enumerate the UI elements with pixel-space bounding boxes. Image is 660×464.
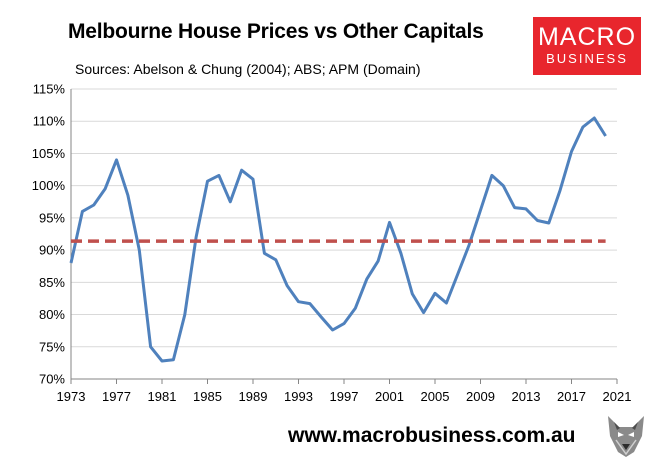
- x-tick-label: 2017: [557, 389, 586, 404]
- axes: [70, 89, 618, 384]
- y-tick-label: 90%: [39, 243, 65, 258]
- chart-title: Melbourne House Prices vs Other Capitals: [68, 20, 484, 43]
- x-tick-label: 2021: [603, 389, 632, 404]
- y-tick-label: 70%: [39, 372, 65, 387]
- y-tick-label: 105%: [32, 146, 66, 161]
- x-axis-ticks: 1973 1977 1981 1985 1989 1993 1997 2001 2005 2009…: [57, 389, 632, 404]
- x-tick-label: 1989: [239, 389, 268, 404]
- y-tick-label: 110%: [33, 114, 66, 129]
- series-group: [69, 116, 607, 363]
- x-tick-label: 1985: [193, 389, 222, 404]
- logo-line2: BUSINESS: [546, 51, 628, 66]
- x-tick-label: 2013: [512, 389, 541, 404]
- x-tick-label: 2005: [421, 389, 450, 404]
- y-tick-label: 95%: [39, 210, 65, 225]
- macro-business-logo: MACRO BUSINESS: [533, 17, 641, 75]
- x-tick-label: 1973: [57, 389, 86, 404]
- y-tick-label: 85%: [39, 275, 65, 290]
- logo-line1: MACRO: [537, 23, 637, 51]
- y-tick-label: 80%: [39, 307, 65, 322]
- grid-lines: [71, 88, 617, 348]
- y-tick-label: 100%: [32, 178, 66, 193]
- chart-subtitle: Sources: Abelson & Chung (2004); ABS; AP…: [75, 61, 421, 77]
- x-tick-label: 1997: [330, 389, 359, 404]
- x-tick-label: 1981: [148, 389, 177, 404]
- x-tick-label: 1993: [284, 389, 313, 404]
- melbourne-ratio-series: [69, 116, 607, 363]
- y-axis-ticks: 70% 75% 80% 85% 90% 95% 100% 105% 110% 115%: [32, 82, 66, 387]
- x-tick-label: 2009: [466, 389, 495, 404]
- footer-url: www.macrobusiness.com.au: [288, 424, 576, 447]
- x-tick-label: 2001: [375, 389, 404, 404]
- wolf-icon: [608, 416, 644, 457]
- y-tick-label: 115%: [33, 82, 66, 97]
- x-tick-label: 1977: [102, 389, 131, 404]
- y-tick-label: 75%: [39, 339, 65, 354]
